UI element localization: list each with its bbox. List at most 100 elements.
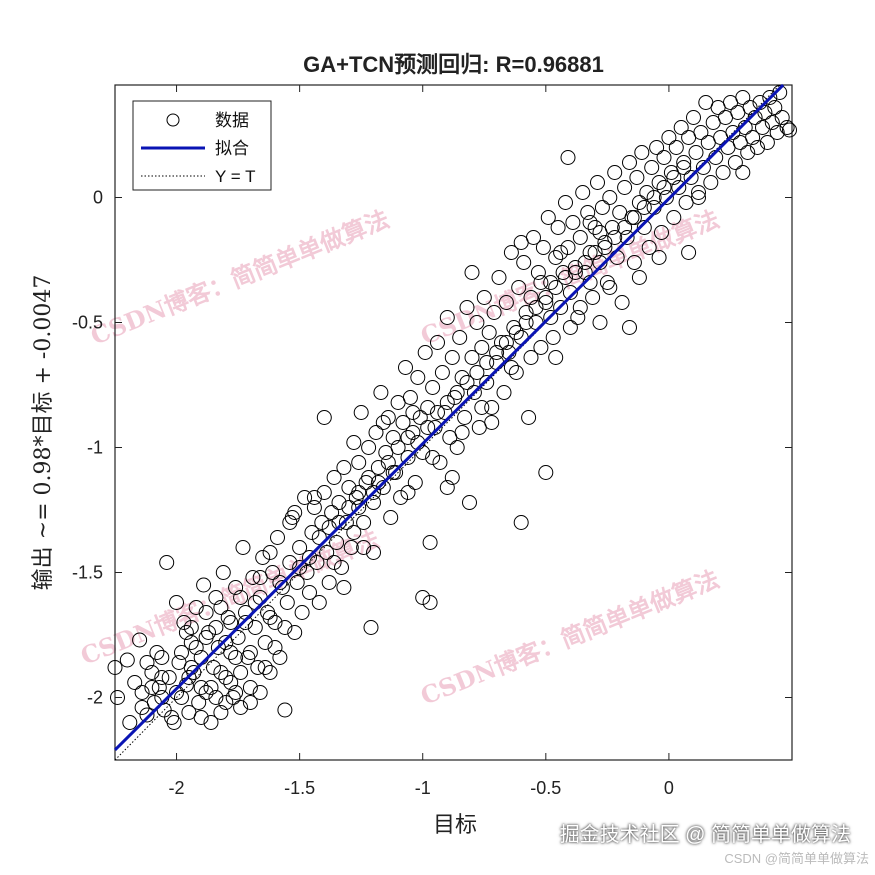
data-point [213, 600, 229, 615]
data-point [353, 405, 369, 420]
data-point [567, 265, 583, 280]
data-point [622, 320, 637, 335]
legend-label-data: 数据 [215, 111, 249, 130]
data-point [558, 195, 573, 210]
data-point [513, 515, 529, 530]
data-point [164, 710, 180, 725]
data-point [516, 255, 532, 270]
identity-line [114, 84, 781, 761]
x-tick-label: -1.5 [284, 778, 315, 798]
data-point [459, 375, 475, 390]
data-point [656, 150, 672, 165]
data-point [279, 595, 295, 610]
watermark-text: CSDN博客：简简单单做算法 [86, 204, 393, 350]
legend-box [132, 100, 272, 191]
data-point [567, 260, 583, 275]
data-point [740, 145, 756, 160]
data-point [533, 340, 549, 355]
data-point [176, 615, 192, 630]
data-point [673, 120, 689, 135]
data-point [538, 290, 554, 305]
data-point [629, 170, 645, 185]
data-point [498, 295, 514, 310]
data-point [306, 500, 322, 515]
data-point [188, 600, 204, 615]
data-point [321, 575, 337, 590]
data-point [538, 295, 554, 310]
data-point [361, 470, 377, 485]
data-point [326, 470, 342, 485]
data-point [747, 110, 763, 125]
data-point [503, 245, 519, 260]
y-axis-label: 输出 ~= 0.98*目标 + -0.0047 [31, 275, 56, 591]
data-point [405, 405, 421, 420]
data-point [449, 385, 465, 400]
data-point [560, 150, 576, 165]
x-tick-label: 0 [664, 778, 674, 798]
data-point [385, 430, 401, 445]
data-point [366, 485, 381, 500]
data-point [228, 580, 244, 595]
data-point [245, 570, 261, 585]
data-point [703, 175, 719, 190]
data-point [484, 415, 500, 430]
data-point [395, 415, 411, 430]
data-point [521, 410, 537, 425]
data-point [422, 535, 438, 550]
data-point [363, 620, 379, 635]
data-point [471, 420, 487, 435]
data-point [252, 685, 268, 700]
data-point [351, 455, 367, 470]
data-point [626, 255, 642, 270]
data-point [154, 670, 170, 685]
data-point [351, 485, 367, 500]
data-point [304, 525, 320, 540]
data-point [174, 645, 189, 660]
data-point [366, 545, 381, 560]
data-point [553, 300, 569, 315]
data-point [430, 405, 445, 420]
data-point [641, 240, 657, 255]
data-point [755, 120, 770, 135]
data-point [370, 460, 386, 475]
data-point [617, 180, 633, 195]
data-point [203, 715, 219, 730]
data-point [415, 590, 431, 605]
data-point [585, 290, 601, 305]
data-point [560, 240, 576, 255]
data-point [592, 225, 608, 240]
data-point [373, 385, 389, 400]
data-point [508, 325, 524, 340]
data-point [528, 300, 544, 315]
data-point [242, 695, 258, 710]
data-point [459, 300, 475, 315]
data-point [267, 640, 283, 655]
data-point [634, 145, 650, 160]
data-point [338, 515, 354, 530]
data-point [572, 230, 588, 245]
data-point [476, 290, 492, 305]
y-tick-label: -0.5 [72, 313, 103, 333]
data-point [639, 185, 655, 200]
data-point [469, 315, 485, 330]
data-point [203, 680, 219, 695]
data-point [208, 590, 224, 605]
data-point [617, 220, 633, 235]
data-point [580, 205, 596, 220]
data-point [545, 330, 561, 345]
data-point [548, 350, 564, 365]
data-point [602, 190, 618, 205]
data-point [242, 645, 258, 660]
data-point [151, 680, 167, 695]
data-point [607, 165, 623, 180]
data-point [577, 265, 593, 280]
data-point [294, 605, 310, 620]
data-point [658, 190, 674, 205]
footer-watermark: 掘金技术社区 @ 简简单单做算法 [559, 824, 851, 846]
data-point [380, 410, 396, 425]
data-point [341, 500, 357, 515]
data-point [400, 430, 416, 445]
data-point [316, 410, 332, 425]
data-point [334, 560, 349, 575]
